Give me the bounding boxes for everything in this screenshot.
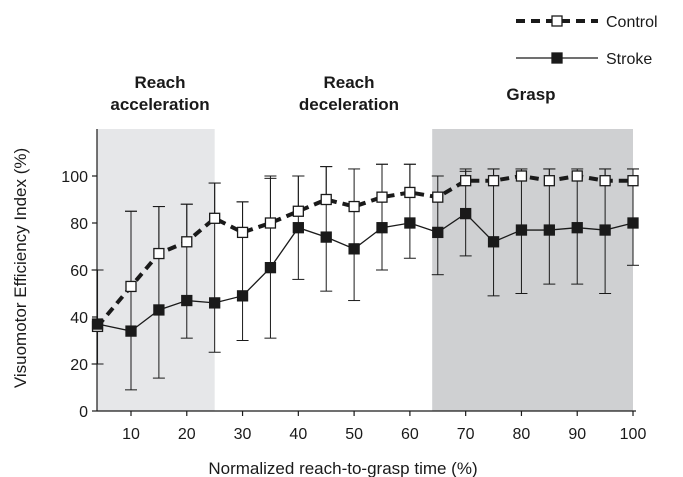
- stroke-point-11: [404, 217, 416, 229]
- stroke-point-19: [627, 217, 639, 229]
- control-point-12: [432, 191, 444, 203]
- stroke-point-16: [543, 224, 555, 236]
- y-tick-label-60: 60: [70, 263, 88, 280]
- stroke-point-12: [432, 226, 444, 239]
- phase-label-1-line2: deceleration: [299, 95, 399, 114]
- legend-label-control: Control: [606, 14, 658, 31]
- stroke-point-4: [209, 297, 221, 309]
- control-point-5: [236, 226, 249, 239]
- phase-band-0: [97, 129, 215, 411]
- control-point-14: [487, 175, 500, 187]
- x-tick-label-30: 30: [234, 426, 252, 443]
- control-point-7: [292, 205, 304, 217]
- y-tick-label-80: 80: [70, 216, 88, 233]
- control-point-6: [264, 217, 277, 229]
- x-axis-label: Normalized reach-to-grasp time (%): [208, 459, 477, 477]
- x-tick-label-10: 10: [122, 426, 140, 443]
- axes: 10 20 30 40 50 60 70 80 90 100 0 20 40 60 80 100: [61, 129, 646, 443]
- phase-label-0: Reach: [134, 73, 185, 92]
- phase-label-1: Reach: [323, 73, 374, 92]
- control-point-9: [348, 200, 360, 213]
- control-point-18: [599, 175, 611, 187]
- x-tick-label-20: 20: [178, 426, 196, 443]
- stroke-point-14: [487, 236, 500, 248]
- y-axis-label: Visuomotor Efficiency Index (%): [11, 148, 30, 388]
- legend-marker-stroke: [551, 52, 563, 64]
- y-tick-label-100: 100: [61, 169, 88, 186]
- stroke-point-10: [376, 222, 388, 234]
- x-tick-label-40: 40: [289, 426, 307, 443]
- stroke-point-6: [264, 261, 277, 274]
- control-point-16: [543, 175, 555, 187]
- stroke-point-0: [91, 318, 104, 330]
- y-tick-label-20: 20: [70, 357, 88, 374]
- control-point-10: [376, 191, 388, 203]
- control-point-3: [181, 236, 193, 248]
- phase-bands: [97, 129, 633, 411]
- stroke-point-8: [320, 231, 332, 243]
- series-markers: [91, 170, 639, 337]
- x-tick-label-50: 50: [345, 426, 363, 443]
- control-point-2: [153, 247, 165, 260]
- control-point-11: [404, 186, 416, 199]
- x-tick-label-60: 60: [401, 426, 419, 443]
- phase-label-0-line2: acceleration: [110, 95, 209, 114]
- stroke-point-1: [125, 325, 137, 337]
- error-bars: [91, 163, 639, 391]
- x-tick-label-90: 90: [568, 426, 586, 443]
- control-point-13: [460, 175, 472, 187]
- legend-label-stroke: Stroke: [606, 51, 652, 68]
- legend: Control Stroke: [516, 14, 658, 68]
- control-point-1: [125, 280, 137, 293]
- y-tick-label-40: 40: [70, 310, 88, 327]
- stroke-point-7: [292, 222, 304, 234]
- phase-label-2: Grasp: [506, 85, 555, 104]
- phase-labels: Reach acceleration Reach deceleration Grasp: [110, 73, 555, 114]
- control-point-8: [320, 193, 332, 206]
- stroke-point-3: [181, 294, 193, 307]
- stroke-point-13: [460, 207, 472, 220]
- control-point-4: [209, 212, 221, 224]
- stroke-point-5: [236, 290, 249, 302]
- x-tick-label-80: 80: [513, 426, 531, 443]
- stroke-point-17: [571, 222, 583, 234]
- x-tick-label-70: 70: [457, 426, 475, 443]
- y-tick-label-0: 0: [79, 404, 88, 421]
- control-point-19: [627, 175, 639, 187]
- stroke-point-15: [515, 224, 528, 236]
- control-point-17: [571, 170, 583, 182]
- x-tick-label-100: 100: [620, 426, 647, 443]
- stroke-point-18: [599, 224, 611, 236]
- control-point-15: [515, 170, 528, 182]
- stroke-point-9: [348, 243, 360, 255]
- stroke-point-2: [153, 304, 165, 316]
- legend-marker-control: [551, 15, 563, 27]
